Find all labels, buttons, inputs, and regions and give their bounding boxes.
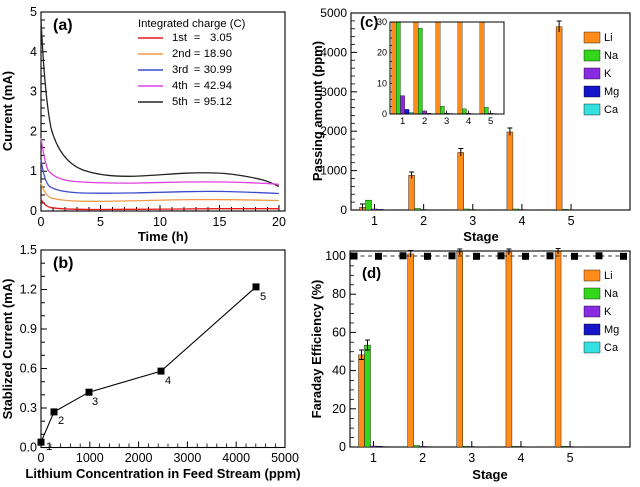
svg-text:Faraday Efficiency (%): Faraday Efficiency (%) (309, 280, 324, 419)
svg-text:(b): (b) (53, 255, 73, 272)
svg-text:Na: Na (604, 288, 619, 300)
svg-text:(a): (a) (53, 17, 73, 34)
svg-text:4: 4 (518, 214, 525, 228)
svg-text:20: 20 (377, 48, 387, 58)
svg-text:5: 5 (97, 215, 104, 229)
svg-text:18.90: 18.90 (204, 48, 232, 60)
svg-text:30.99: 30.99 (204, 64, 232, 76)
svg-text:0.3: 0.3 (20, 401, 37, 415)
svg-text:40: 40 (332, 364, 346, 378)
svg-text:=: = (194, 80, 201, 92)
svg-text:=: = (194, 48, 201, 60)
svg-text:2: 2 (419, 451, 426, 465)
svg-text:2nd: 2nd (172, 48, 191, 60)
svg-text:5: 5 (567, 451, 574, 465)
svg-text:4th: 4th (172, 80, 188, 92)
svg-text:=: = (194, 64, 201, 76)
svg-text:4000: 4000 (222, 451, 250, 465)
svg-text:2: 2 (58, 415, 64, 427)
svg-text:Stage: Stage (472, 467, 507, 482)
svg-text:Mg: Mg (604, 86, 619, 98)
svg-text:95.12: 95.12 (204, 96, 232, 108)
svg-text:5000: 5000 (271, 451, 299, 465)
svg-text:4: 4 (517, 451, 524, 465)
svg-text:1.2: 1.2 (20, 283, 37, 297)
svg-text:0.6: 0.6 (20, 362, 37, 376)
svg-text:80: 80 (332, 287, 346, 301)
svg-text:Li: Li (604, 270, 613, 282)
svg-text:5: 5 (568, 214, 575, 228)
svg-text:3: 3 (30, 85, 37, 99)
svg-text:0: 0 (340, 203, 347, 217)
svg-text:Stablized Current (mA): Stablized Current (mA) (0, 279, 15, 420)
svg-text:5th: 5th (172, 96, 188, 108)
svg-text:5: 5 (488, 116, 493, 127)
svg-text:3000: 3000 (173, 451, 201, 465)
svg-text:3.05: 3.05 (210, 32, 232, 44)
svg-text:3: 3 (92, 396, 98, 408)
svg-text:K: K (604, 306, 612, 318)
svg-text:Time (h): Time (h) (138, 229, 188, 244)
svg-text:0.9: 0.9 (20, 322, 37, 336)
svg-text:15: 15 (213, 215, 227, 229)
svg-text:=: = (194, 32, 201, 44)
svg-text:Passing amount (ppm): Passing amount (ppm) (310, 41, 325, 181)
svg-text:1: 1 (400, 116, 405, 127)
svg-text:5: 5 (30, 5, 37, 19)
svg-text:1000: 1000 (76, 451, 104, 465)
svg-text:1: 1 (46, 441, 52, 453)
svg-text:0: 0 (38, 451, 45, 465)
svg-text:30: 30 (377, 17, 387, 27)
svg-text:4: 4 (30, 45, 37, 59)
svg-text:Stage: Stage (463, 229, 498, 244)
svg-text:5: 5 (260, 291, 266, 303)
svg-text:Li: Li (604, 32, 613, 44)
svg-text:Ca: Ca (604, 342, 619, 354)
svg-text:0: 0 (339, 440, 346, 454)
svg-text:2000: 2000 (125, 451, 153, 465)
svg-text:42.94: 42.94 (204, 80, 232, 92)
svg-text:Integrated charge (C): Integrated charge (C) (138, 18, 246, 30)
svg-text:20: 20 (272, 215, 286, 229)
svg-text:Current (mA): Current (mA) (0, 71, 15, 151)
svg-text:3rd: 3rd (172, 64, 188, 76)
svg-text:2: 2 (30, 124, 37, 138)
svg-text:60: 60 (332, 325, 346, 339)
svg-text:20: 20 (332, 402, 346, 416)
svg-text:(c): (c) (360, 14, 378, 31)
svg-text:1.5: 1.5 (20, 243, 37, 257)
svg-text:2: 2 (422, 116, 427, 127)
svg-text:1st: 1st (172, 32, 188, 44)
svg-text:1: 1 (371, 214, 378, 228)
svg-text:4: 4 (165, 375, 171, 387)
svg-text:1: 1 (370, 451, 377, 465)
svg-text:3: 3 (468, 451, 475, 465)
svg-text:0: 0 (382, 109, 387, 119)
svg-text:4: 4 (466, 116, 471, 127)
svg-text:Na: Na (604, 50, 619, 62)
svg-text:K: K (604, 68, 612, 80)
svg-text:Lithium Concentration in Feed: Lithium Concentration in Feed Stream (pp… (25, 466, 300, 481)
svg-text:Ca: Ca (604, 104, 619, 116)
svg-text:3: 3 (469, 214, 476, 228)
svg-text:1: 1 (30, 164, 37, 178)
svg-text:5000: 5000 (320, 6, 347, 20)
svg-text:0.0: 0.0 (20, 441, 37, 455)
svg-text:0: 0 (38, 215, 45, 229)
svg-text:=: = (194, 96, 201, 108)
svg-text:Mg: Mg (604, 324, 619, 336)
svg-text:2: 2 (420, 214, 427, 228)
svg-text:10: 10 (153, 215, 167, 229)
svg-text:10: 10 (377, 78, 387, 88)
svg-text:0: 0 (30, 204, 37, 218)
svg-text:100: 100 (325, 249, 346, 263)
svg-text:3: 3 (444, 116, 449, 127)
svg-text:(d): (d) (362, 265, 381, 282)
